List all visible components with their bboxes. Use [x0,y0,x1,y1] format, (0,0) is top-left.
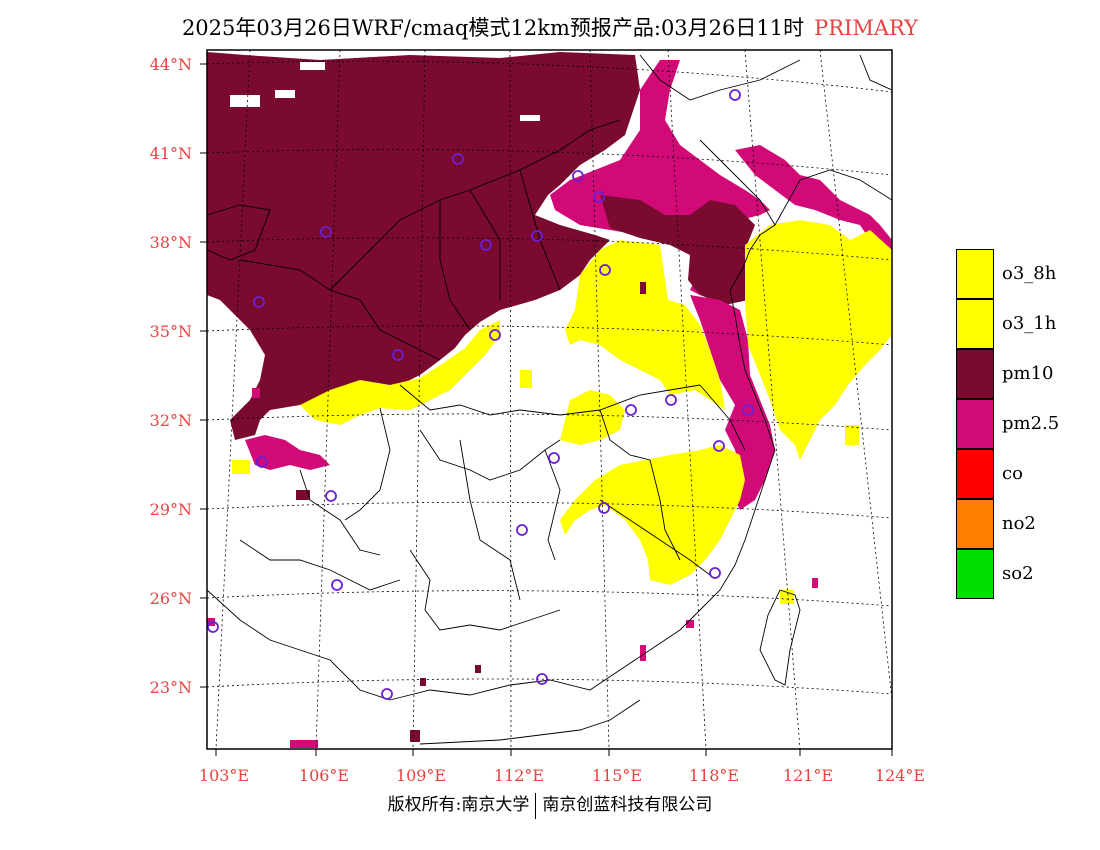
copyright-right: 南京创蓝科技有限公司 [542,795,713,815]
pm10-northeast [600,195,755,305]
legend-swatch-so2 [956,549,994,599]
legend-label-so2: so2 [1002,563,1034,584]
pm10-region [207,52,640,440]
boundaries [207,54,892,745]
graticule [207,50,892,749]
station-markers [207,89,754,700]
copyright-left: 版权所有:南京大学 [387,795,530,815]
lon-label-118: 118°E [688,766,740,785]
o3-east-region [745,220,892,460]
o3-southeast [560,445,745,585]
legend-label-pm25: pm2.5 [1002,413,1060,434]
lon-label-115: 115°E [591,766,643,785]
map-frame [206,49,893,750]
legend-item-pm10: pm10 [956,349,1100,399]
lon-label-112: 112°E [493,766,545,785]
legend-item-co: co [956,449,1100,499]
o3-north-china-plain [565,240,725,410]
o3-middle-patch [560,390,625,445]
footer-separator [535,792,537,819]
lat-label-32: 32°N [149,411,192,430]
lon-label-121: 121°E [782,766,834,785]
lon-label-109: 109°E [395,766,447,785]
legend-swatch-co [956,449,994,499]
legend-swatch-o3-8h [956,249,994,299]
copyright-footer: 版权所有:南京大学 南京创蓝科技有限公司 [0,790,1100,819]
lat-label-29: 29°N [149,500,192,519]
lon-label-124: 124°E [874,766,926,785]
map-title: 2025年03月26日WRF/cmaq模式12km预报产品:03月26日11时 P… [0,12,1100,42]
legend-item-o3-8h: o3_8h [956,249,1100,299]
legend-label-o3-1h: o3_1h [1002,313,1057,334]
legend-label-co: co [1002,463,1023,484]
legend-label-no2: no2 [1002,513,1036,534]
lat-label-38: 38°N [149,233,192,252]
legend-item-so2: so2 [956,549,1100,599]
legend-swatch-pm10 [956,349,994,399]
legend-label-pm10: pm10 [1002,363,1054,384]
lat-label-35: 35°N [149,322,192,341]
legend-label-o3-8h: o3_8h [1002,263,1057,284]
pm25-east-coast [690,295,775,510]
lon-label-106: 106°E [298,766,350,785]
legend-swatch-o3-1h [956,299,994,349]
lat-label-26: 26°N [149,589,192,608]
title-text: 2025年03月26日WRF/cmaq模式12km预报产品:03月26日11时 [181,16,805,40]
legend-item-pm25: pm2.5 [956,399,1100,449]
legend-item-o3-1h: o3_1h [956,299,1100,349]
lon-label-103: 103°E [198,766,250,785]
legend-swatch-pm25 [956,399,994,449]
lat-label-41: 41°N [149,144,192,163]
pm25-northeast-coast [735,145,892,260]
lat-label-44: 44°N [149,55,192,74]
lat-label-23: 23°N [149,678,192,697]
legend-item-no2: no2 [956,499,1100,549]
title-primary-tag: PRIMARY [814,16,919,40]
o3-central-belt [300,320,500,425]
legend-swatch-no2 [956,499,994,549]
